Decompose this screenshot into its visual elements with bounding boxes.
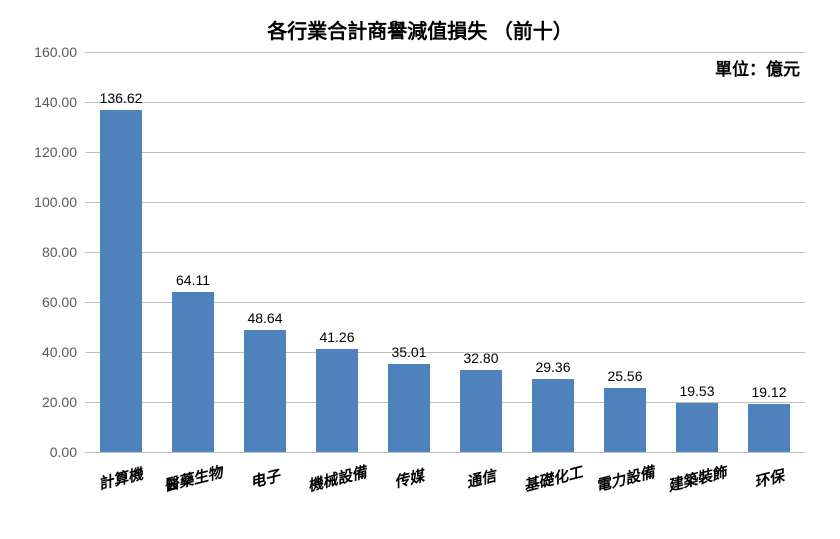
xlabel-slot: 計算機: [85, 458, 157, 489]
bar: [532, 379, 574, 452]
ytick-label: 160.00: [34, 44, 77, 60]
bar: [244, 330, 286, 452]
bar-value-label: 19.53: [679, 383, 714, 399]
xlabel-slot: 环保: [733, 458, 805, 489]
bars-area: 136.62 64.11 48.64 41.26 35.01 32.80 29.36 25.5…: [85, 52, 805, 452]
bar: [460, 370, 502, 452]
xlabel-slot: 醫藥生物: [157, 458, 229, 489]
bar-value-label: 25.56: [607, 368, 642, 384]
bar: [604, 388, 646, 452]
ytick-label: 100.00: [34, 194, 77, 210]
bar-slot: 35.01: [373, 52, 445, 452]
xlabel-slot: 建築裝飾: [661, 458, 733, 489]
bar-slot: 64.11: [157, 52, 229, 452]
xlabel-slot: 电子: [229, 458, 301, 489]
bar-slot: 29.36: [517, 52, 589, 452]
chart-title: 各行業合計商譽減值損失 （前十）: [20, 15, 820, 44]
bar-slot: 19.12: [733, 52, 805, 452]
xlabel: 建築裝飾: [665, 461, 728, 496]
bar-slot: 19.53: [661, 52, 733, 452]
xlabel-slot: 传媒: [373, 458, 445, 489]
bar-value-label: 64.11: [176, 272, 210, 288]
xlabel: 電力設備: [593, 461, 656, 496]
bar-slot: 48.64: [229, 52, 301, 452]
ytick-label: 0.00: [50, 444, 77, 460]
bar-value-label: 35.01: [391, 344, 426, 360]
ytick-label: 140.00: [34, 94, 77, 110]
ytick-label: 60.00: [42, 294, 77, 310]
xlabel: 醫藥生物: [161, 461, 224, 496]
gridline: [85, 452, 805, 453]
bar-slot: 32.80: [445, 52, 517, 452]
bar-value-label: 19.12: [751, 384, 786, 400]
xlabel-slot: 通信: [445, 458, 517, 489]
xlabel: 計算機: [97, 463, 146, 494]
chart-container: 各行業合計商譽減值損失 （前十） 單位：億元 0.0020.0040.0060.…: [0, 0, 840, 539]
bar: [100, 110, 142, 452]
bar: [316, 349, 358, 452]
ytick-label: 20.00: [42, 394, 77, 410]
bar: [172, 292, 214, 452]
bar-value-label: 29.36: [535, 359, 570, 375]
ytick-label: 40.00: [42, 344, 77, 360]
xlabel: 機械設備: [305, 461, 368, 496]
xlabel-slot: 機械設備: [301, 458, 373, 489]
xlabel: 基礎化工: [521, 461, 584, 496]
xlabels-area: 計算機醫藥生物电子機械設備传媒通信基礎化工電力設備建築裝飾环保: [85, 458, 805, 489]
xlabel: 传媒: [392, 465, 426, 493]
ytick-label: 120.00: [34, 144, 77, 160]
bar-value-label: 136.62: [100, 90, 143, 106]
bar-slot: 41.26: [301, 52, 373, 452]
plot-area: 0.0020.0040.0060.0080.00100.00120.00140.…: [85, 52, 805, 452]
ytick-label: 80.00: [42, 244, 77, 260]
xlabel-slot: 基礎化工: [517, 458, 589, 489]
bar-slot: 25.56: [589, 52, 661, 452]
xlabel: 环保: [752, 465, 786, 493]
bar: [748, 404, 790, 452]
xlabel-slot: 電力設備: [589, 458, 661, 489]
bar-slot: 136.62: [85, 52, 157, 452]
bar: [676, 403, 718, 452]
bar-value-label: 41.26: [319, 329, 354, 345]
bar: [388, 364, 430, 452]
xlabel: 通信: [464, 465, 498, 493]
bar-value-label: 48.64: [247, 310, 282, 326]
xlabel: 电子: [248, 465, 282, 493]
bar-value-label: 32.80: [463, 350, 498, 366]
